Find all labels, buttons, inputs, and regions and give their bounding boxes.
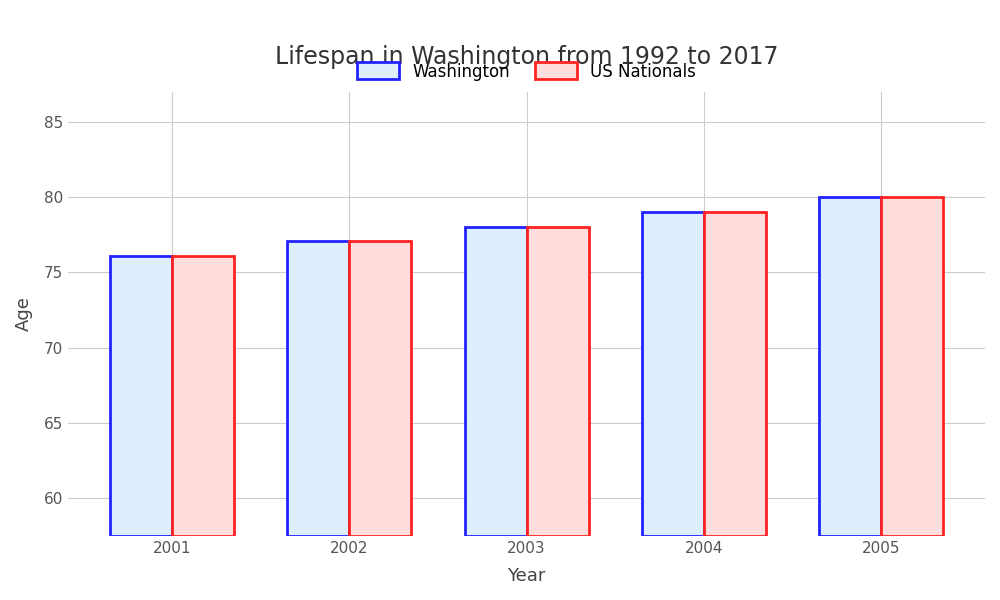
Bar <box>349 241 411 536</box>
Bar <box>287 241 349 536</box>
Bar <box>527 227 589 536</box>
Bar <box>465 227 527 536</box>
Bar <box>110 256 172 536</box>
Bar <box>704 212 766 536</box>
Bar <box>819 197 881 536</box>
X-axis label: Year: Year <box>507 567 546 585</box>
Title: Lifespan in Washington from 1992 to 2017: Lifespan in Washington from 1992 to 2017 <box>275 45 778 69</box>
Bar <box>172 256 234 536</box>
Legend: Washington, US Nationals: Washington, US Nationals <box>351 56 703 87</box>
Bar <box>881 197 943 536</box>
Bar <box>642 212 704 536</box>
Y-axis label: Age: Age <box>15 296 33 331</box>
